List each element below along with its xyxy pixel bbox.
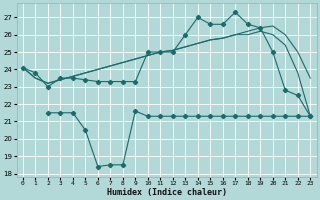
X-axis label: Humidex (Indice chaleur): Humidex (Indice chaleur)	[107, 188, 227, 197]
